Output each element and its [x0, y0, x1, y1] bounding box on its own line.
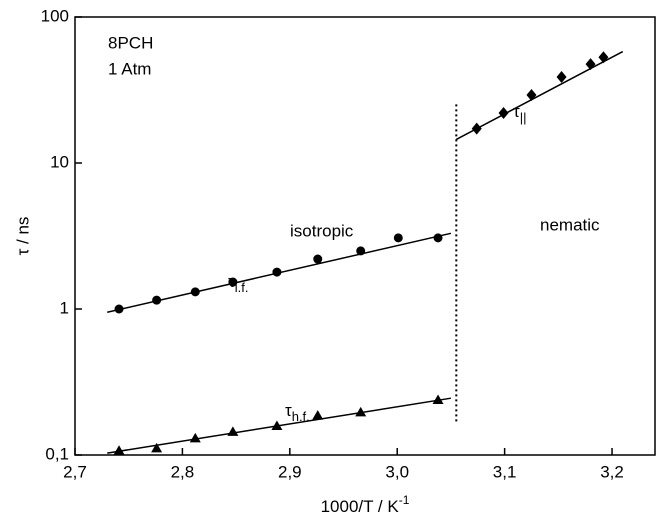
fit-line	[455, 50, 624, 141]
point	[151, 442, 163, 453]
y-tick-label: 100	[41, 6, 69, 25]
point	[312, 410, 324, 420]
y-tick-label: 10	[50, 152, 69, 171]
point	[190, 287, 200, 297]
series-label-main: τ	[285, 401, 292, 420]
point	[393, 233, 403, 243]
point	[152, 295, 162, 305]
annotation: nematic	[540, 215, 600, 234]
annotation: 1 Atm	[108, 59, 151, 78]
y-axis-label: τ / ns	[13, 217, 32, 256]
point	[271, 420, 283, 430]
point	[432, 394, 444, 405]
x-tick-label: 3,2	[600, 462, 624, 481]
series-label: τh.f.	[285, 401, 310, 424]
point	[598, 51, 609, 64]
y-tick-label: 1	[60, 298, 69, 317]
point	[433, 233, 443, 243]
x-axis-label: 1000/T / K-1	[321, 493, 410, 516]
point	[113, 445, 125, 455]
x-axis-label-sup: -1	[399, 493, 410, 507]
point	[355, 406, 367, 417]
x-axis-label-main: 1000/T / K	[321, 497, 400, 516]
point	[228, 277, 238, 287]
point	[585, 58, 596, 71]
series-label-sub: ||	[520, 110, 527, 125]
x-tick-label: 2,8	[171, 462, 195, 481]
series-label: τl.f.	[228, 272, 248, 295]
x-tick-label: 3,0	[385, 462, 409, 481]
point	[471, 122, 482, 135]
x-tick-label: 3,1	[493, 462, 517, 481]
series-label-sub: l.f.	[235, 280, 249, 295]
series-label-main: τ	[513, 102, 520, 121]
point	[556, 71, 567, 84]
point	[272, 267, 282, 277]
x-tick-label: 2,7	[63, 462, 87, 481]
plot-frame	[74, 16, 656, 456]
point	[526, 89, 537, 102]
annotation: 8PCH	[108, 33, 153, 52]
y-tick-label: 0,1	[45, 444, 69, 463]
point	[227, 426, 239, 436]
x-tick-label: 2,9	[278, 462, 302, 481]
point	[498, 107, 509, 120]
annotation: isotropic	[290, 221, 354, 240]
point	[114, 304, 124, 314]
series-label: τ||	[513, 102, 526, 125]
series-label-sub: h.f.	[292, 409, 310, 424]
point	[189, 432, 201, 443]
point	[313, 254, 323, 264]
series-label-main: τ	[228, 272, 235, 291]
point	[356, 246, 366, 256]
